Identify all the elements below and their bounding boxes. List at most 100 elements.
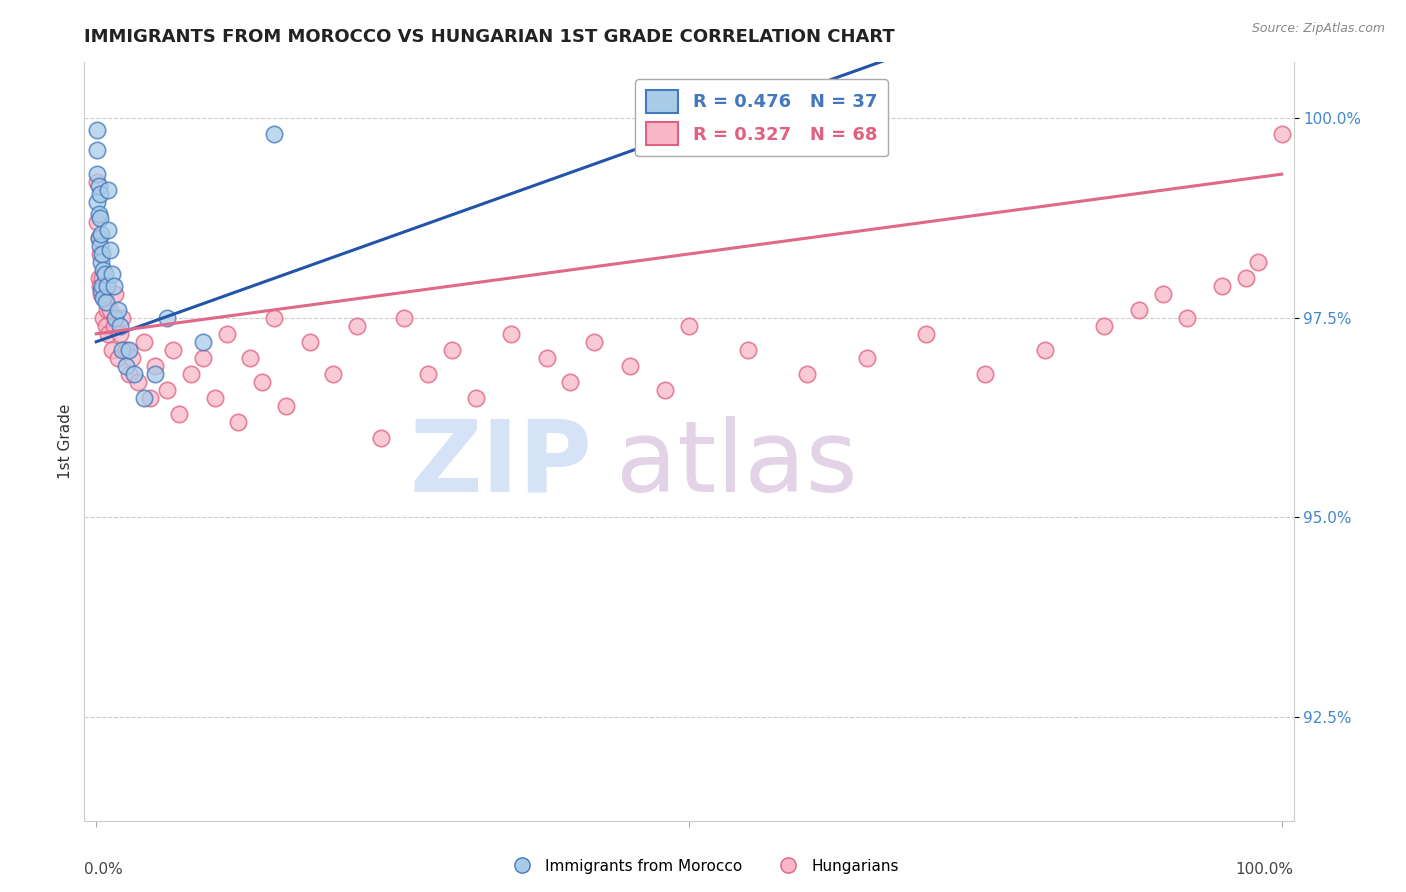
Point [394,310,416,325]
Point [1175,310,1198,325]
Point [91,291,114,305]
Point [90,286,112,301]
Point [263,128,285,142]
Point [1211,279,1233,293]
Point [118,343,141,357]
Point [94,318,117,333]
Point [96,302,118,317]
Point [90,227,112,241]
Point [501,326,523,341]
Point [1271,128,1294,142]
Point [91,263,114,277]
Point [274,399,297,413]
Point [108,318,131,333]
Point [93,286,115,301]
Point [87,231,110,245]
Text: 0.0%: 0.0% [84,863,124,878]
Point [654,383,676,397]
Point [619,359,641,373]
Point [536,351,558,365]
Point [89,239,111,253]
Text: IMMIGRANTS FROM MOROCCO VS HUNGARIAN 1ST GRADE CORRELATION CHART: IMMIGRANTS FROM MOROCCO VS HUNGARIAN 1ST… [84,28,896,45]
Point [132,391,155,405]
Point [111,343,134,357]
Point [145,359,167,373]
Point [91,279,114,293]
Point [162,343,184,357]
Point [204,391,226,405]
Point [100,243,122,257]
Point [138,391,160,405]
Point [737,343,759,357]
Point [145,367,167,381]
Point [90,283,112,297]
Point [132,334,155,349]
Point [115,359,138,373]
Point [298,334,321,349]
Point [115,343,138,357]
Point [86,167,108,181]
Point [86,195,108,210]
Point [915,326,938,341]
Point [86,123,108,137]
Point [370,431,392,445]
Point [89,211,111,225]
Point [346,318,368,333]
Text: 100.0%: 100.0% [1236,863,1294,878]
Point [86,215,108,229]
Point [107,302,129,317]
Point [103,318,125,333]
Point [1128,302,1150,317]
Legend: Immigrants from Morocco, Hungarians: Immigrants from Morocco, Hungarians [501,853,905,880]
Point [191,351,214,365]
Point [89,247,111,261]
Text: atlas: atlas [616,416,858,513]
Point [104,286,127,301]
Point [239,351,262,365]
Point [1152,286,1174,301]
Point [796,367,818,381]
Point [440,343,463,357]
Point [87,271,110,285]
Point [263,310,285,325]
Legend: R = 0.476   N = 37, R = 0.327   N = 68: R = 0.476 N = 37, R = 0.327 N = 68 [636,79,889,156]
Point [96,279,118,293]
Point [89,187,111,202]
Point [86,175,108,189]
Text: Source: ZipAtlas.com: Source: ZipAtlas.com [1251,22,1385,36]
Point [100,343,122,357]
Point [91,247,114,261]
Point [111,310,134,325]
Point [97,183,120,197]
Point [855,351,877,365]
Point [122,367,145,381]
Point [104,310,127,325]
Point [97,223,120,237]
Point [418,367,440,381]
Point [100,302,122,317]
Point [250,375,273,389]
Point [560,375,582,389]
Point [87,207,110,221]
Point [322,367,344,381]
Point [89,279,111,293]
Point [93,267,115,281]
Point [1092,318,1115,333]
Point [127,375,149,389]
Point [156,310,179,325]
Point [91,310,114,325]
Point [121,351,143,365]
Point [108,326,131,341]
Point [90,255,112,269]
Y-axis label: 1st Grade: 1st Grade [58,404,73,479]
Point [87,179,110,194]
Point [87,231,110,245]
Point [97,326,120,341]
Point [118,367,141,381]
Point [156,383,179,397]
Point [91,271,114,285]
Point [1033,343,1056,357]
Point [94,294,117,309]
Point [191,334,214,349]
Point [107,351,129,365]
